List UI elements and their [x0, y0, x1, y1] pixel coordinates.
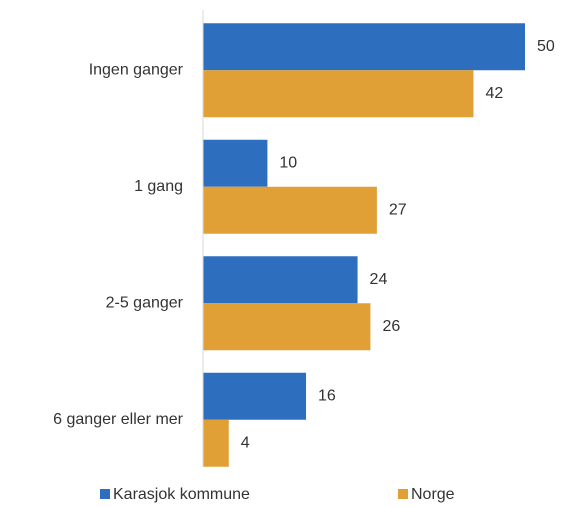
bar: [203, 256, 358, 304]
bar: [203, 70, 474, 118]
y-tick-label: 2-5 ganger: [106, 294, 184, 311]
y-tick-label: 6 ganger eller mer: [53, 411, 184, 428]
bar: [203, 23, 525, 71]
value-label: 4: [241, 434, 250, 451]
bar: [203, 372, 307, 420]
legend-label: Norge: [411, 486, 455, 503]
value-label: 42: [485, 85, 503, 102]
value-label: 10: [279, 154, 297, 171]
legend-swatch: [100, 489, 110, 499]
bar: [203, 419, 229, 467]
value-label: 24: [370, 271, 388, 288]
bar: [203, 139, 268, 187]
value-label: 27: [389, 201, 407, 218]
legend-label: Karasjok kommune: [113, 486, 250, 503]
value-label: 16: [318, 387, 336, 404]
bar: [203, 186, 377, 234]
legend-swatch: [398, 489, 408, 499]
value-label: 26: [382, 318, 400, 335]
value-label: 50: [537, 38, 555, 55]
y-tick-label: Ingen ganger: [89, 61, 184, 78]
bar: [203, 303, 371, 351]
y-tick-label: 1 gang: [134, 178, 183, 195]
